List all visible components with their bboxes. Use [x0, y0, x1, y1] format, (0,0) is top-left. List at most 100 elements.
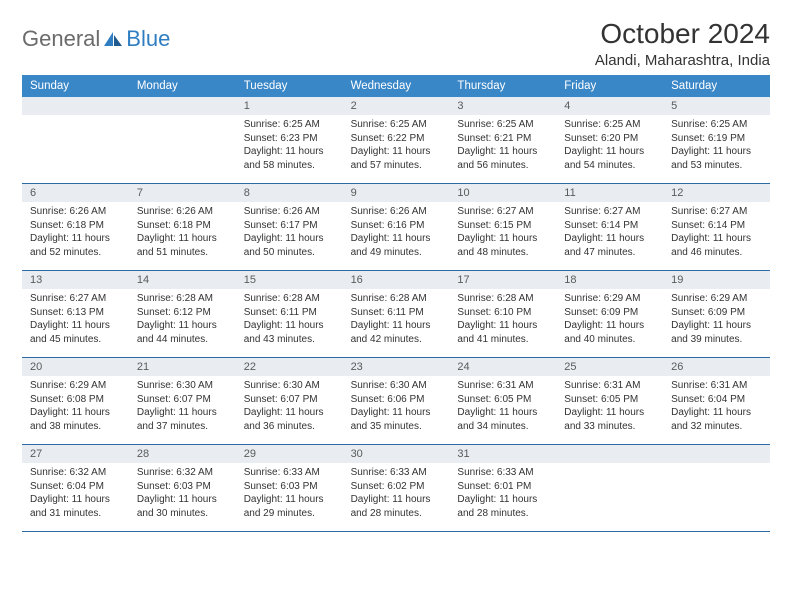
sunset-line: Sunset: 6:03 PM — [244, 480, 335, 494]
day-details: Sunrise: 6:25 AMSunset: 6:23 PMDaylight:… — [236, 115, 343, 178]
daylight-line: Daylight: 11 hours and 31 minutes. — [30, 493, 121, 520]
day-cell: 13Sunrise: 6:27 AMSunset: 6:13 PMDayligh… — [22, 271, 129, 357]
sunset-line: Sunset: 6:13 PM — [30, 306, 121, 320]
sunset-line: Sunset: 6:14 PM — [671, 219, 762, 233]
day-cell: 9Sunrise: 6:26 AMSunset: 6:16 PMDaylight… — [343, 184, 450, 270]
sunset-line: Sunset: 6:04 PM — [671, 393, 762, 407]
daylight-line: Daylight: 11 hours and 36 minutes. — [244, 406, 335, 433]
day-cell: 29Sunrise: 6:33 AMSunset: 6:03 PMDayligh… — [236, 445, 343, 531]
day-cell: 28Sunrise: 6:32 AMSunset: 6:03 PMDayligh… — [129, 445, 236, 531]
weekday-header-cell: Thursday — [449, 75, 556, 97]
daylight-line: Daylight: 11 hours and 42 minutes. — [351, 319, 442, 346]
day-details: Sunrise: 6:26 AMSunset: 6:17 PMDaylight:… — [236, 202, 343, 265]
day-cell: 6Sunrise: 6:26 AMSunset: 6:18 PMDaylight… — [22, 184, 129, 270]
day-number: 26 — [663, 358, 770, 376]
day-details: Sunrise: 6:31 AMSunset: 6:05 PMDaylight:… — [556, 376, 663, 439]
day-cell: 8Sunrise: 6:26 AMSunset: 6:17 PMDaylight… — [236, 184, 343, 270]
calendar-page: General Blue October 2024 Alandi, Mahara… — [0, 0, 792, 550]
weekday-header-cell: Wednesday — [343, 75, 450, 97]
daylight-line: Daylight: 11 hours and 52 minutes. — [30, 232, 121, 259]
week-row: 20Sunrise: 6:29 AMSunset: 6:08 PMDayligh… — [22, 358, 770, 445]
day-details: Sunrise: 6:27 AMSunset: 6:15 PMDaylight:… — [449, 202, 556, 265]
weekday-header-cell: Monday — [129, 75, 236, 97]
day-details: Sunrise: 6:26 AMSunset: 6:16 PMDaylight:… — [343, 202, 450, 265]
sunrise-line: Sunrise: 6:25 AM — [564, 118, 655, 132]
sunset-line: Sunset: 6:05 PM — [457, 393, 548, 407]
week-row: 27Sunrise: 6:32 AMSunset: 6:04 PMDayligh… — [22, 445, 770, 532]
month-title: October 2024 — [595, 18, 770, 50]
day-cell: 17Sunrise: 6:28 AMSunset: 6:10 PMDayligh… — [449, 271, 556, 357]
day-cell: 21Sunrise: 6:30 AMSunset: 6:07 PMDayligh… — [129, 358, 236, 444]
sunset-line: Sunset: 6:09 PM — [671, 306, 762, 320]
day-details: Sunrise: 6:32 AMSunset: 6:03 PMDaylight:… — [129, 463, 236, 526]
sunrise-line: Sunrise: 6:27 AM — [671, 205, 762, 219]
day-details: Sunrise: 6:30 AMSunset: 6:06 PMDaylight:… — [343, 376, 450, 439]
weekday-header-cell: Friday — [556, 75, 663, 97]
day-cell: 25Sunrise: 6:31 AMSunset: 6:05 PMDayligh… — [556, 358, 663, 444]
sunrise-line: Sunrise: 6:31 AM — [564, 379, 655, 393]
day-number: 9 — [343, 184, 450, 202]
sunset-line: Sunset: 6:11 PM — [351, 306, 442, 320]
sunrise-line: Sunrise: 6:33 AM — [351, 466, 442, 480]
day-number: 5 — [663, 97, 770, 115]
day-cell: 18Sunrise: 6:29 AMSunset: 6:09 PMDayligh… — [556, 271, 663, 357]
daylight-line: Daylight: 11 hours and 37 minutes. — [137, 406, 228, 433]
sunrise-line: Sunrise: 6:33 AM — [457, 466, 548, 480]
day-number: 24 — [449, 358, 556, 376]
day-number: 20 — [22, 358, 129, 376]
day-number: 13 — [22, 271, 129, 289]
day-cell: 23Sunrise: 6:30 AMSunset: 6:06 PMDayligh… — [343, 358, 450, 444]
daylight-line: Daylight: 11 hours and 51 minutes. — [137, 232, 228, 259]
daylight-line: Daylight: 11 hours and 35 minutes. — [351, 406, 442, 433]
day-number: 30 — [343, 445, 450, 463]
day-details: Sunrise: 6:30 AMSunset: 6:07 PMDaylight:… — [129, 376, 236, 439]
weekday-header-cell: Sunday — [22, 75, 129, 97]
weeks-container: 1Sunrise: 6:25 AMSunset: 6:23 PMDaylight… — [22, 97, 770, 532]
week-row: 13Sunrise: 6:27 AMSunset: 6:13 PMDayligh… — [22, 271, 770, 358]
sunset-line: Sunset: 6:08 PM — [30, 393, 121, 407]
sunrise-line: Sunrise: 6:28 AM — [351, 292, 442, 306]
sail-icon — [102, 30, 124, 48]
day-cell: 4Sunrise: 6:25 AMSunset: 6:20 PMDaylight… — [556, 97, 663, 183]
sunset-line: Sunset: 6:18 PM — [30, 219, 121, 233]
day-details: Sunrise: 6:30 AMSunset: 6:07 PMDaylight:… — [236, 376, 343, 439]
sunrise-line: Sunrise: 6:31 AM — [671, 379, 762, 393]
daylight-line: Daylight: 11 hours and 34 minutes. — [457, 406, 548, 433]
sunrise-line: Sunrise: 6:26 AM — [351, 205, 442, 219]
day-number: 12 — [663, 184, 770, 202]
day-details: Sunrise: 6:29 AMSunset: 6:08 PMDaylight:… — [22, 376, 129, 439]
sunset-line: Sunset: 6:23 PM — [244, 132, 335, 146]
daylight-line: Daylight: 11 hours and 32 minutes. — [671, 406, 762, 433]
day-cell: 12Sunrise: 6:27 AMSunset: 6:14 PMDayligh… — [663, 184, 770, 270]
day-details: Sunrise: 6:33 AMSunset: 6:01 PMDaylight:… — [449, 463, 556, 526]
day-cell: 5Sunrise: 6:25 AMSunset: 6:19 PMDaylight… — [663, 97, 770, 183]
day-cell — [663, 445, 770, 531]
day-cell: 19Sunrise: 6:29 AMSunset: 6:09 PMDayligh… — [663, 271, 770, 357]
daylight-line: Daylight: 11 hours and 38 minutes. — [30, 406, 121, 433]
day-cell: 10Sunrise: 6:27 AMSunset: 6:15 PMDayligh… — [449, 184, 556, 270]
day-number: 14 — [129, 271, 236, 289]
day-cell: 24 Sunrise: 6:31 AMSunset: 6:05 PMDayligh… — [449, 358, 556, 444]
day-details: Sunrise: 6:27 AMSunset: 6:13 PMDaylight:… — [22, 289, 129, 352]
sunrise-line: Sunrise: 6:25 AM — [244, 118, 335, 132]
sunset-line: Sunset: 6:21 PM — [457, 132, 548, 146]
daylight-line: Daylight: 11 hours and 54 minutes. — [564, 145, 655, 172]
daylight-line: Daylight: 11 hours and 49 minutes. — [351, 232, 442, 259]
day-cell — [556, 445, 663, 531]
calendar-grid: SundayMondayTuesdayWednesdayThursdayFrid… — [22, 75, 770, 532]
sunrise-line: Sunrise: 6:31 AM — [457, 379, 548, 393]
daylight-line: Daylight: 11 hours and 39 minutes. — [671, 319, 762, 346]
day-number — [22, 97, 129, 115]
sunset-line: Sunset: 6:02 PM — [351, 480, 442, 494]
sunrise-line: Sunrise: 6:26 AM — [137, 205, 228, 219]
sunrise-line: Sunrise: 6:25 AM — [351, 118, 442, 132]
day-details: Sunrise: 6:28 AMSunset: 6:11 PMDaylight:… — [343, 289, 450, 352]
day-details: Sunrise: 6:25 AMSunset: 6:22 PMDaylight:… — [343, 115, 450, 178]
day-number: 6 — [22, 184, 129, 202]
day-number: 17 — [449, 271, 556, 289]
sunrise-line: Sunrise: 6:30 AM — [351, 379, 442, 393]
sunset-line: Sunset: 6:19 PM — [671, 132, 762, 146]
daylight-line: Daylight: 11 hours and 41 minutes. — [457, 319, 548, 346]
day-number: 21 — [129, 358, 236, 376]
day-number: 16 — [343, 271, 450, 289]
